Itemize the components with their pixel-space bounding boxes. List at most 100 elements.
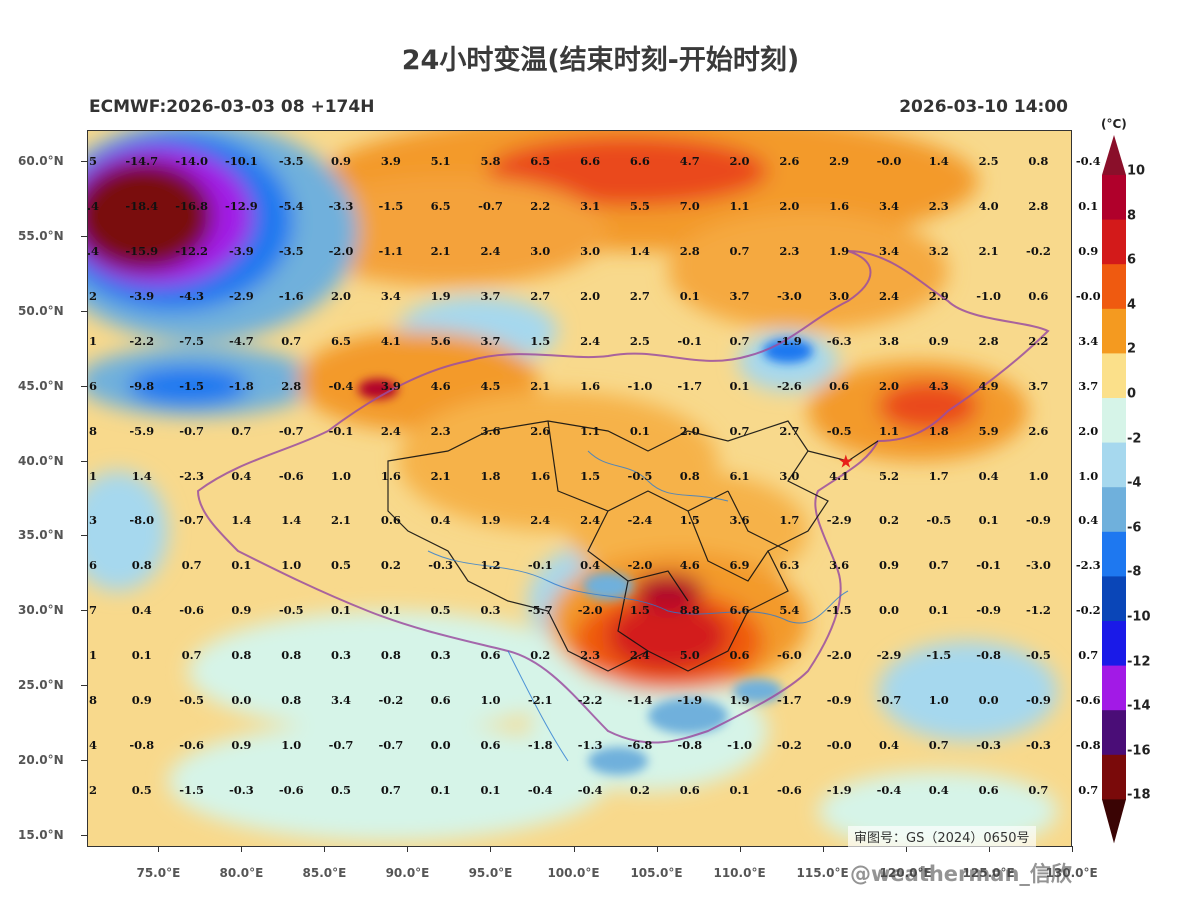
- grid-value-label: 3.2: [928, 244, 949, 259]
- latitude-tick-label: 55.0°N: [18, 229, 64, 244]
- grid-value-label: -1.5: [926, 648, 952, 663]
- grid-value-label: 2.7: [530, 289, 551, 304]
- colorbar-segment: [1102, 576, 1126, 622]
- grid-value-label: 3.9: [380, 154, 401, 169]
- grid-value-label: -1.9: [826, 782, 852, 797]
- valid-time-label: 2026-03-10 14:00: [899, 97, 1068, 117]
- colorbar-tick-label: -16: [1127, 743, 1151, 759]
- grid-value-label: 0.6: [480, 737, 501, 752]
- grid-value-label: -10.1: [225, 154, 258, 169]
- grid-value-label: 0.2: [380, 558, 401, 573]
- grid-value-label: 3.4: [380, 289, 401, 304]
- grid-value-label: -1.3: [577, 737, 603, 752]
- longitude-tick: [656, 846, 658, 852]
- grid-value-label: 1: [88, 648, 98, 663]
- grid-value-label: 0.5: [331, 782, 352, 797]
- grid-value-label: 3.7: [729, 289, 750, 304]
- grid-value-label: -1.7: [677, 378, 703, 393]
- grid-value-label: 0.1: [430, 782, 451, 797]
- grid-value-label: 1: [88, 333, 98, 348]
- grid-value-label: 2.3: [779, 244, 800, 259]
- longitude-tick-label: 125.0°E: [962, 866, 1015, 880]
- grid-value-label: -14.7: [125, 154, 159, 169]
- colorbar-tick-label: -6: [1127, 520, 1142, 536]
- grid-value-label: -0.3: [428, 558, 454, 573]
- grid-value-label: 1.5: [580, 468, 601, 483]
- colorbar-segment: [1102, 621, 1126, 667]
- grid-value-label: -0.7: [478, 199, 503, 214]
- grid-value-label: 0.7: [928, 737, 949, 752]
- grid-value-label: -0.0: [876, 154, 902, 169]
- grid-value-label: -0.2: [1026, 244, 1051, 259]
- grid-value-label: 1.5: [679, 513, 700, 528]
- grid-value-label: 0.4: [131, 603, 152, 618]
- grid-value-label: 2.4: [629, 648, 650, 663]
- grid-value-label: -0.5: [826, 423, 852, 438]
- grid-value-label: -18.4: [125, 199, 159, 214]
- grid-value-label: 0.4: [1078, 513, 1099, 528]
- grid-value-label: 1.1: [580, 423, 601, 438]
- grid-value-label: -1.9: [677, 692, 703, 707]
- grid-value-label: 0.8: [231, 648, 252, 663]
- grid-value-label: 0.0: [978, 692, 999, 707]
- grid-value-label: -12.2: [175, 244, 209, 259]
- grid-value-label: -0.5: [926, 513, 952, 528]
- grid-value-label: 2.9: [829, 154, 850, 169]
- grid-value-label: 0.1: [331, 603, 352, 618]
- grid-value-label: -2.9: [876, 648, 902, 663]
- longitude-tick: [739, 846, 741, 852]
- latitude-tick: [81, 759, 87, 761]
- grid-value-label: -0.4: [1075, 154, 1101, 169]
- grid-value-label: 5.9: [978, 423, 999, 438]
- grid-value-label: -0.0: [1075, 289, 1101, 304]
- grid-value-label: 3.6: [729, 513, 750, 528]
- grid-value-label: 6: [88, 558, 98, 573]
- grid-value-label: 1.6: [530, 468, 551, 483]
- grid-value-label: -0.7: [278, 423, 304, 438]
- grid-value-label: -0.0: [826, 737, 852, 752]
- colorbar-segment: [1102, 710, 1126, 756]
- grid-value-label: -1.9: [776, 333, 802, 348]
- grid-value-label: 1.9: [829, 244, 850, 259]
- grid-value-label: -5.7: [527, 603, 553, 618]
- grid-value-label: -1.0: [627, 378, 653, 393]
- grid-value-label: -1.8: [527, 737, 553, 752]
- colorbar-tick-label: -10: [1127, 609, 1151, 625]
- grid-value-label: 3.6: [480, 423, 501, 438]
- grid-value-label: -9.8: [129, 378, 155, 393]
- colorbar-cap-bottom: [1102, 799, 1126, 844]
- grid-value-label: 4.6: [430, 378, 451, 393]
- grid-value-label: -2.3: [179, 468, 204, 483]
- grid-value-label: -0.6: [278, 782, 304, 797]
- latitude-tick: [81, 834, 87, 836]
- grid-value-label: 1.7: [928, 468, 949, 483]
- grid-value-label: 6.5: [530, 154, 551, 169]
- colorbar-tick-label: -8: [1127, 564, 1142, 580]
- longitude-tick-label: 95.0°E: [468, 866, 513, 880]
- grid-value-label: 2.8: [978, 333, 999, 348]
- grid-value-label: 0.8: [131, 558, 152, 573]
- grid-value-label: 2.1: [430, 244, 451, 259]
- grid-value-label: 0.1: [729, 782, 750, 797]
- grid-value-label: 0.8: [281, 648, 302, 663]
- colorbar-tick-label: -14: [1127, 698, 1151, 714]
- grid-value-label: -3.3: [328, 199, 354, 214]
- grid-value-label: 1.0: [281, 558, 302, 573]
- grid-value-label: -16.8: [175, 199, 209, 214]
- grid-value-label: 0.1: [928, 603, 949, 618]
- grid-value-label: 0.7: [281, 333, 302, 348]
- grid-value-label: -2.0: [328, 244, 354, 259]
- grid-value-label: -1.2: [1026, 603, 1051, 618]
- grid-value-label: -2.0: [826, 648, 852, 663]
- grid-value-label: 5.5: [629, 199, 650, 214]
- longitude-tick-label: 115.0°E: [796, 866, 849, 880]
- watermark: @weatherman_信欣: [850, 862, 1072, 886]
- grid-value-label: 1.4: [281, 513, 302, 528]
- grid-value-label: 3.0: [580, 244, 601, 259]
- grid-value-label: 2.1: [331, 513, 352, 528]
- grid-value-label: 0.4: [878, 737, 900, 752]
- grid-value-label: -8.0: [129, 513, 155, 528]
- grid-value-label: -0.5: [278, 603, 304, 618]
- grid-value-label: 1.4: [928, 154, 949, 169]
- grid-value-label: 1.1: [878, 423, 900, 438]
